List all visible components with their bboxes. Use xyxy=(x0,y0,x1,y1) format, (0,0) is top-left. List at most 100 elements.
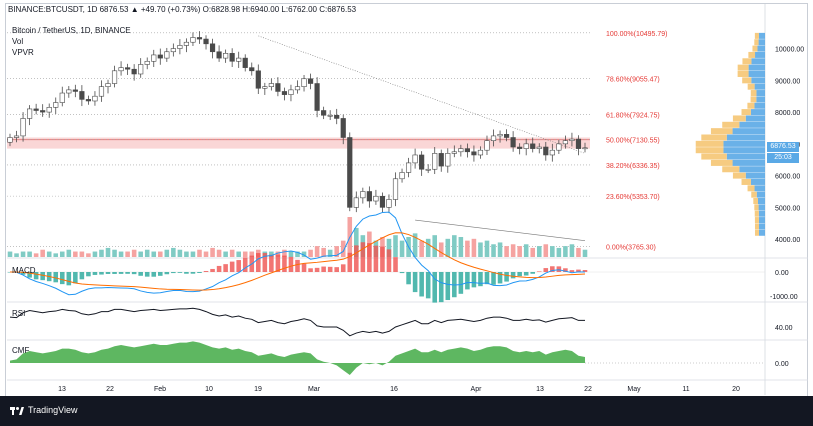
macd-histogram-bar xyxy=(582,270,588,272)
volume-bar xyxy=(144,249,150,257)
candle xyxy=(183,41,190,46)
time-axis-label: 11 xyxy=(682,386,689,393)
volume-bar xyxy=(275,251,281,257)
vpvr-bar-up xyxy=(754,102,765,109)
macd-histogram-bar xyxy=(66,272,72,286)
macd-histogram-bar xyxy=(157,272,163,276)
volume-bar xyxy=(157,251,163,257)
candle xyxy=(556,143,562,151)
macd-histogram-bar xyxy=(27,272,32,278)
volume-bar xyxy=(334,246,339,257)
volume-bar xyxy=(177,249,183,257)
candle xyxy=(177,45,183,49)
vpvr-bar-up xyxy=(758,39,765,46)
time-axis-label: 13 xyxy=(536,386,544,393)
macd-histogram-bar xyxy=(118,272,124,274)
candle xyxy=(79,91,85,100)
tradingview-logo[interactable]: TradingView xyxy=(10,405,78,415)
candle xyxy=(412,154,418,164)
macd-histogram-bar xyxy=(393,257,398,272)
macd-histogram-bar xyxy=(543,268,549,272)
candle xyxy=(445,153,451,167)
macd-histogram-bar xyxy=(99,272,104,275)
volume-bar xyxy=(556,247,562,257)
macd-histogram-bar xyxy=(563,268,568,272)
volume-bar xyxy=(550,246,555,257)
chart-title[interactable]: Bitcoin / TetherUS, 1D, BINANCE xyxy=(12,26,131,35)
vpvr-bar-down xyxy=(741,178,751,185)
volume-bar xyxy=(269,251,274,257)
symbol-header[interactable]: BINANCE:BTCUSDT, 1D 6876.53 ▲ +49.70 (+0… xyxy=(8,5,357,14)
macd-histogram-bar xyxy=(236,260,241,272)
candle xyxy=(562,140,568,145)
price-axis-label: 10000.00 xyxy=(775,47,804,54)
vpvr-bar-down xyxy=(751,191,757,198)
candle xyxy=(53,102,59,108)
candle xyxy=(471,151,477,156)
time-axis-label: May xyxy=(627,386,641,393)
vpvr-bar-down xyxy=(701,134,727,141)
candle xyxy=(111,70,118,84)
volume-bar xyxy=(59,251,65,257)
macd-histogram-bar xyxy=(569,270,575,272)
time-axis-label: 20 xyxy=(732,386,740,393)
fib-level-label: 61.80%(7924.75) xyxy=(606,112,660,119)
legend-item-vol[interactable]: Vol xyxy=(12,37,24,46)
price-axis-label: 8000.00 xyxy=(775,110,800,117)
macd-histogram-bar xyxy=(92,272,98,275)
vpvr-bar-up xyxy=(758,229,765,236)
candle xyxy=(255,70,261,89)
footer-bar xyxy=(0,396,813,426)
vpvr-bar-up xyxy=(751,58,765,65)
macd-histogram-bar xyxy=(190,272,196,274)
volume-bar xyxy=(184,251,189,257)
macd-histogram-bar xyxy=(471,272,477,288)
time-axis-label: Feb xyxy=(154,386,166,393)
vpvr-bar-up xyxy=(756,96,765,103)
vpvr-bar-up xyxy=(754,83,765,90)
vpvr-bar-up xyxy=(758,32,765,39)
macd-histogram-bar xyxy=(458,272,464,294)
candle xyxy=(366,191,372,202)
vpvr-bar-down xyxy=(710,159,733,166)
candle xyxy=(164,51,170,59)
vpvr-bar-up xyxy=(723,140,765,147)
volume-bar xyxy=(33,253,39,257)
candle xyxy=(151,54,157,62)
candle xyxy=(405,162,412,173)
candle xyxy=(203,38,209,45)
volume-bar xyxy=(510,244,516,257)
macd-histogram-bar xyxy=(131,272,137,275)
macd-histogram-bar xyxy=(380,246,385,272)
macd-histogram-bar xyxy=(203,270,209,272)
candle xyxy=(268,83,274,87)
macd-histogram-bar xyxy=(262,253,268,272)
candle xyxy=(229,53,235,62)
volume-bar xyxy=(399,240,405,257)
vpvr-bar-down xyxy=(754,32,759,39)
volume-bar xyxy=(105,247,111,257)
rsi-line xyxy=(9,307,585,337)
volume-bar xyxy=(393,235,398,257)
macd-histogram-bar xyxy=(478,272,483,287)
volume-bar xyxy=(79,251,85,257)
vpvr-bar-down xyxy=(722,121,740,128)
time-axis-label: 10 xyxy=(205,386,213,393)
macd-pane-label[interactable]: MACD xyxy=(12,266,36,275)
vpvr-bar-up xyxy=(745,115,765,122)
candle xyxy=(98,86,105,97)
macd-histogram-bar xyxy=(164,272,170,275)
cmf-axis-label: 0.00 xyxy=(775,361,789,368)
macd-histogram-bar xyxy=(419,272,424,297)
vpvr-bar-up xyxy=(757,45,765,52)
vpvr-bar-up xyxy=(756,191,765,198)
candle xyxy=(281,91,288,95)
candle xyxy=(223,53,229,59)
legend-item-vpvr[interactable]: VPVR xyxy=(12,48,34,57)
rsi-pane-label[interactable]: RSI xyxy=(12,309,26,318)
cmf-pane-label[interactable]: CMF xyxy=(12,346,30,355)
volume-bar xyxy=(517,246,522,257)
macd-histogram-bar xyxy=(197,272,202,273)
candle xyxy=(504,134,510,138)
